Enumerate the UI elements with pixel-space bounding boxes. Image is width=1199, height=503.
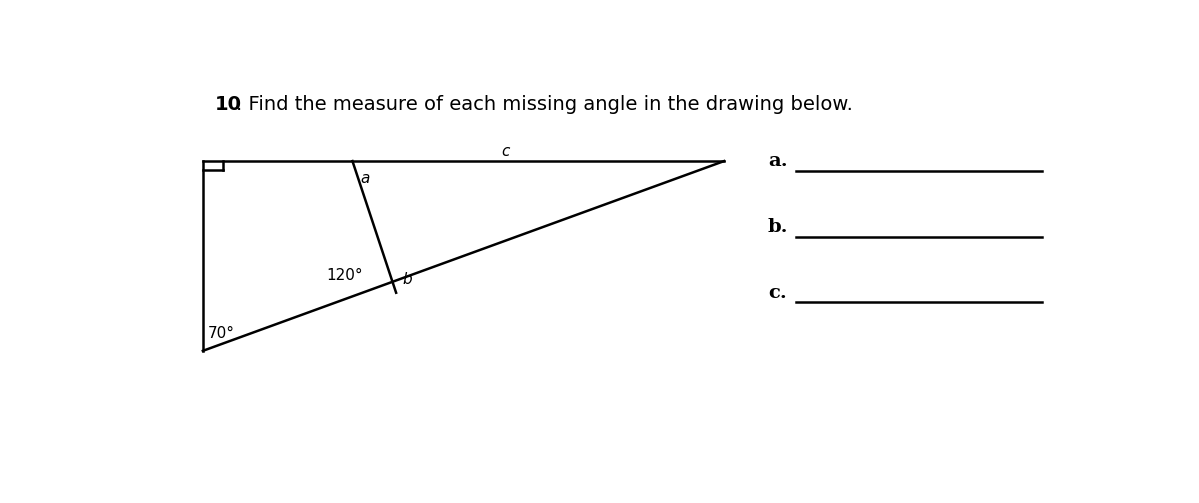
Text: b: b bbox=[403, 272, 412, 287]
Text: . Find the measure of each missing angle in the drawing below.: . Find the measure of each missing angle… bbox=[236, 95, 854, 114]
Text: a: a bbox=[360, 171, 369, 186]
Text: 120°: 120° bbox=[326, 268, 363, 283]
Text: 70°: 70° bbox=[207, 326, 235, 341]
Text: c.: c. bbox=[767, 284, 787, 302]
Text: a.: a. bbox=[767, 152, 788, 170]
Text: c: c bbox=[501, 144, 510, 159]
Text: 10: 10 bbox=[215, 95, 242, 114]
Text: b.: b. bbox=[767, 218, 788, 236]
